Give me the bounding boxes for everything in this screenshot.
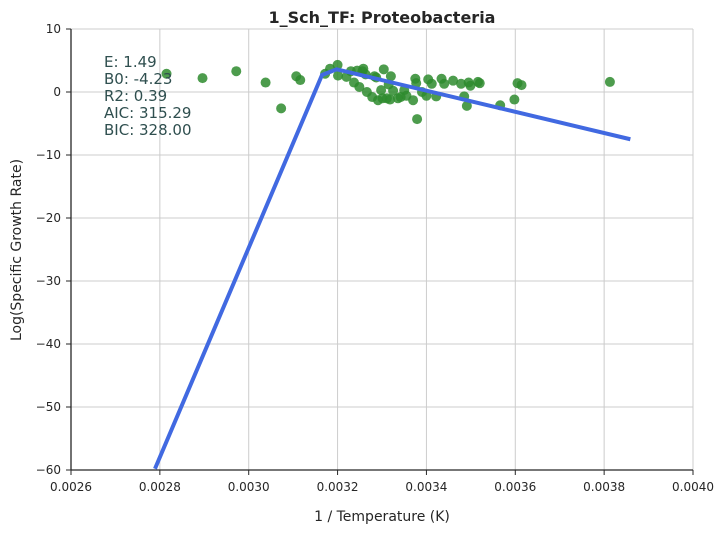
x-tick-label: 0.0038 (583, 480, 625, 494)
data-point (439, 78, 450, 89)
x-tick-label: 0.0036 (494, 480, 536, 494)
y-tick-label: −40 (36, 337, 61, 351)
y-tick-label: 0 (53, 85, 61, 99)
data-point (354, 81, 365, 92)
x-tick-label: 0.0032 (317, 480, 359, 494)
x-tick-label: 0.0028 (139, 480, 181, 494)
data-point (276, 103, 287, 114)
x-tick-label: 0.0040 (672, 480, 714, 494)
data-point (332, 59, 343, 70)
x-tick-label: 0.0026 (50, 480, 92, 494)
x-tick-label: 0.0030 (228, 480, 270, 494)
y-tick-label: −30 (36, 274, 61, 288)
y-tick-label: 10 (46, 22, 61, 36)
data-point (260, 77, 271, 88)
data-point (465, 80, 476, 91)
y-tick-label: −50 (36, 400, 61, 414)
data-point (604, 76, 615, 87)
y-tick-label: −60 (36, 463, 61, 477)
data-point (295, 75, 306, 86)
data-point (333, 70, 344, 81)
data-point (384, 94, 395, 105)
y-tick-label: −20 (36, 211, 61, 225)
data-point (376, 85, 387, 96)
data-point (197, 73, 208, 84)
fit-line (153, 67, 631, 470)
x-ticks: 0.0026 0.0028 0.0030 0.0032 0.0034 0.0036 0.00… (50, 470, 714, 494)
data-point (161, 68, 172, 79)
data-point (461, 100, 472, 111)
stat-line: B0: -4.23 (104, 70, 172, 88)
x-axis-label: 1 / Temperature (K) (314, 509, 450, 525)
data-point (509, 94, 520, 105)
y-axis-label: Log(Specific Growth Rate) (9, 159, 25, 341)
chart-title: 1_Sch_TF: Proteobacteria (269, 8, 496, 27)
x-tick-label: 0.0034 (405, 480, 447, 494)
data-point (231, 66, 242, 77)
data-point (378, 64, 389, 75)
axes (70, 29, 693, 471)
stat-line: AIC: 315.29 (104, 104, 191, 122)
data-point (388, 85, 399, 96)
data-point (385, 71, 396, 82)
stat-line: E: 1.49 (104, 53, 157, 71)
data-point (456, 78, 467, 89)
stat-line: BIC: 328.00 (104, 121, 192, 139)
data-point (408, 95, 419, 106)
y-tick-label: −10 (36, 148, 61, 162)
stat-line: R2: 0.39 (104, 87, 167, 105)
model-fit (153, 67, 631, 470)
data-point (474, 78, 485, 89)
y-ticks: 10 0 −10 −20 −30 −40 −50 −60 (36, 22, 71, 477)
data-point (448, 75, 459, 86)
data-point (426, 78, 437, 89)
data-point (412, 114, 423, 125)
data-point (516, 80, 527, 91)
